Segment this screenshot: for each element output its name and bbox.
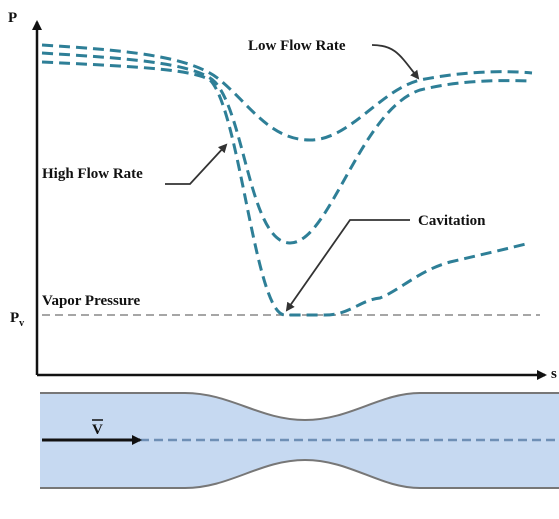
vapor-symbol-sub: v [19, 318, 24, 329]
high-flow-leader [165, 145, 226, 184]
high-flow-label: High Flow Rate [42, 166, 143, 182]
cavitation-leader [287, 220, 410, 310]
velocity-symbol: V [92, 422, 103, 438]
y-axis-label: P [8, 10, 17, 26]
diagram: P s Vapor Pressure Pv Low Flow Rate High… [0, 0, 559, 519]
low-flow-leader [372, 45, 418, 78]
x-axis-label: s [551, 366, 557, 382]
vapor-pressure-label: Vapor Pressure [42, 293, 141, 309]
vapor-symbol: Pv [10, 310, 24, 329]
high-flow-curve [42, 62, 530, 315]
vapor-symbol-main: P [10, 310, 19, 326]
low-flow-label: Low Flow Rate [248, 38, 346, 54]
cavitation-label: Cavitation [418, 213, 486, 229]
